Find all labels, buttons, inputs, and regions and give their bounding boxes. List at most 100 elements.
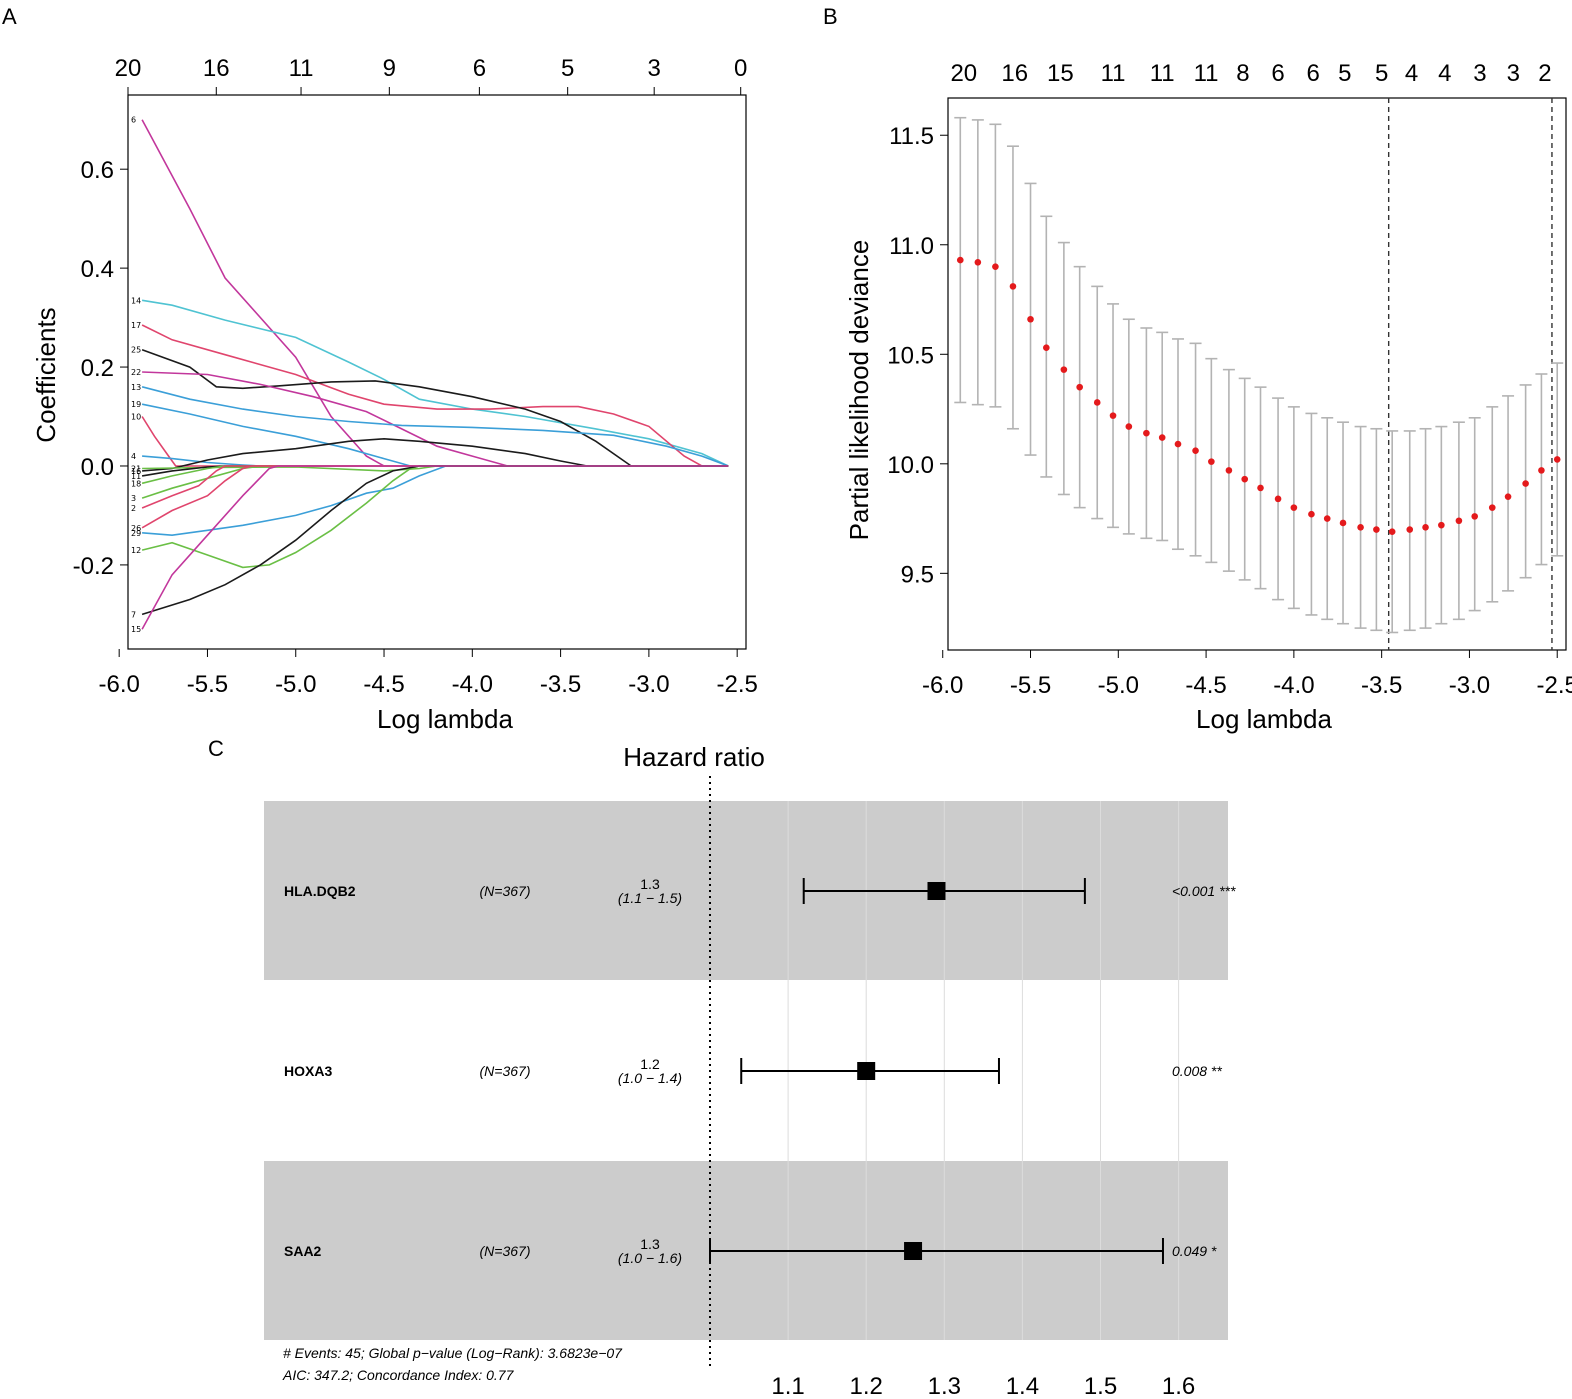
coefficient-path-7 (141, 465, 729, 616)
b-top-label: 11 (1150, 60, 1175, 87)
a-top-tick-label: 11 (289, 55, 314, 82)
panel-c: C Hazard ratio HLA.DQB2 (N=367) 1.3(1.1 − … (208, 736, 1236, 1399)
a-top-tick-label: 3 (648, 55, 661, 82)
path-label-13: 13 (131, 383, 141, 392)
a-x-tick-label: -3.5 (540, 671, 581, 698)
panel-b-error-bars (954, 116, 1564, 634)
forest-row-ci: (1.1 − 1.5) (618, 890, 682, 906)
path-label-19: 19 (131, 400, 141, 409)
deviance-point (1553, 456, 1561, 463)
forest-row-name: HOXA3 (284, 1063, 332, 1079)
deviance-point (1438, 521, 1445, 529)
b-y-tick-label: 11.0 (889, 233, 934, 260)
deviance-point (1208, 458, 1215, 465)
panel-a-y-axis-title: Coefficients (31, 307, 61, 442)
panel-a-x-axis: -6.0 -5.5 -5.0 -4.5 -4.0 -3.5 -3.0 -2.5 (98, 649, 758, 698)
forest-point-estimate (927, 882, 946, 900)
deviance-point (1406, 526, 1414, 533)
a-x-tick-label: -4.5 (363, 671, 404, 698)
a-x-tick-label: -6.0 (98, 671, 139, 698)
a-y-tick-label: 0.4 (81, 256, 114, 283)
coefficient-path-6 (141, 119, 729, 467)
panel-b-plot-frame (947, 97, 1567, 651)
deviance-point (1422, 524, 1429, 531)
b-top-label: 11 (1194, 60, 1219, 87)
panel-a-plot-frame (127, 94, 747, 650)
path-label-11: 11 (131, 472, 141, 481)
a-x-tick-label: -4.0 (452, 671, 493, 698)
a-top-tick-label: 20 (115, 55, 142, 82)
a-top-tick-label: 9 (383, 55, 396, 82)
a-top-tick-label: 5 (561, 55, 574, 82)
panel-b-y-axis-title: Partial likelihood deviance (844, 240, 874, 541)
b-top-label: 16 (1001, 60, 1028, 87)
deviance-point (1009, 283, 1017, 290)
deviance-point (1522, 480, 1529, 487)
a-y-tick-label: 0.6 (81, 157, 114, 184)
forest-point-estimate (857, 1062, 876, 1080)
path-label-4: 4 (131, 452, 136, 461)
deviance-point (1455, 517, 1463, 525)
a-x-tick-label: -5.5 (187, 671, 228, 698)
panel-b-top-labels: 20 16 15 11 11 11 8 6 6 5 5 4 4 3 3 2 (950, 60, 1551, 87)
forest-row-hr: 1.2 (640, 1056, 660, 1072)
panel-letter-b: B (823, 4, 838, 29)
path-label-12: 12 (131, 546, 141, 555)
coefficient-path-25 (141, 348, 729, 467)
coefficient-path-19 (141, 403, 729, 467)
deviance-point (1076, 383, 1083, 391)
panel-a-top-axis: 20 16 11 9 6 5 3 0 (115, 55, 747, 95)
coefficient-path-16 (142, 437, 729, 472)
b-top-label: 20 (950, 60, 977, 87)
b-top-label: 5 (1375, 60, 1388, 87)
forest-row-name: HLA.DQB2 (284, 883, 356, 899)
a-y-tick-label: -0.2 (73, 553, 114, 580)
deviance-point (974, 258, 982, 266)
b-x-tick-label: -2.5 (1537, 672, 1572, 699)
forest-row-hr: 1.3 (640, 1236, 660, 1252)
deviance-point (1225, 467, 1233, 474)
forest-x-tick-label: 1.2 (850, 1373, 883, 1399)
b-top-label: 5 (1338, 60, 1351, 87)
forest-row-p: 0.049 * (1172, 1243, 1217, 1259)
path-label-10: 10 (131, 413, 141, 422)
a-y-tick-label: 0.2 (81, 355, 114, 382)
panel-letter-c: C (208, 736, 224, 761)
b-top-label: 11 (1101, 60, 1126, 87)
forest-rows: HLA.DQB2 (N=367) 1.3(1.1 − 1.5) <0.001 ***H… (284, 876, 1236, 1266)
forest-x-tick-label: 1.3 (928, 1373, 961, 1399)
forest-row-hr: 1.3 (640, 876, 660, 892)
path-label-14: 14 (131, 296, 141, 305)
panel-a-y-axis: -0.2 0.0 0.2 0.4 0.6 (73, 157, 128, 580)
path-label-2: 2 (131, 504, 136, 513)
deviance-point (1158, 434, 1166, 441)
b-top-label: 6 (1271, 60, 1284, 87)
forest-row-n: (N=367) (480, 883, 531, 899)
deviance-point (1192, 447, 1199, 454)
panel-b-deviance-points (956, 256, 1561, 536)
forest-footer-aic: AIC: 347.2; Concordance Index: 0.77 (282, 1367, 515, 1383)
forest-row-ci: (1.0 − 1.4) (618, 1070, 682, 1086)
forest-title: Hazard ratio (623, 742, 765, 772)
b-x-tick-label: -3.5 (1361, 672, 1402, 699)
path-label-18: 18 (131, 479, 141, 488)
a-x-tick-label: -5.0 (275, 671, 316, 698)
b-y-tick-label: 10.0 (887, 452, 934, 479)
coefficient-path-29 (142, 465, 729, 537)
panel-b-lambda-lines (1387, 98, 1553, 650)
deviance-point (1323, 515, 1331, 522)
coefficient-path-18 (141, 465, 729, 485)
coefficient-path-17 (141, 324, 729, 467)
path-label-7: 7 (131, 610, 136, 619)
deviance-point (1308, 510, 1315, 518)
coefficient-path-14 (141, 299, 729, 467)
path-label-21: 21 (131, 464, 141, 473)
forest-row-ci: (1.0 − 1.6) (618, 1250, 682, 1266)
b-top-label: 8 (1236, 60, 1249, 87)
path-label-15: 15 (131, 625, 141, 634)
coefficient-path-3 (141, 465, 729, 499)
deviance-point (1125, 423, 1133, 430)
forest-row-p: 0.008 ** (1172, 1063, 1222, 1079)
